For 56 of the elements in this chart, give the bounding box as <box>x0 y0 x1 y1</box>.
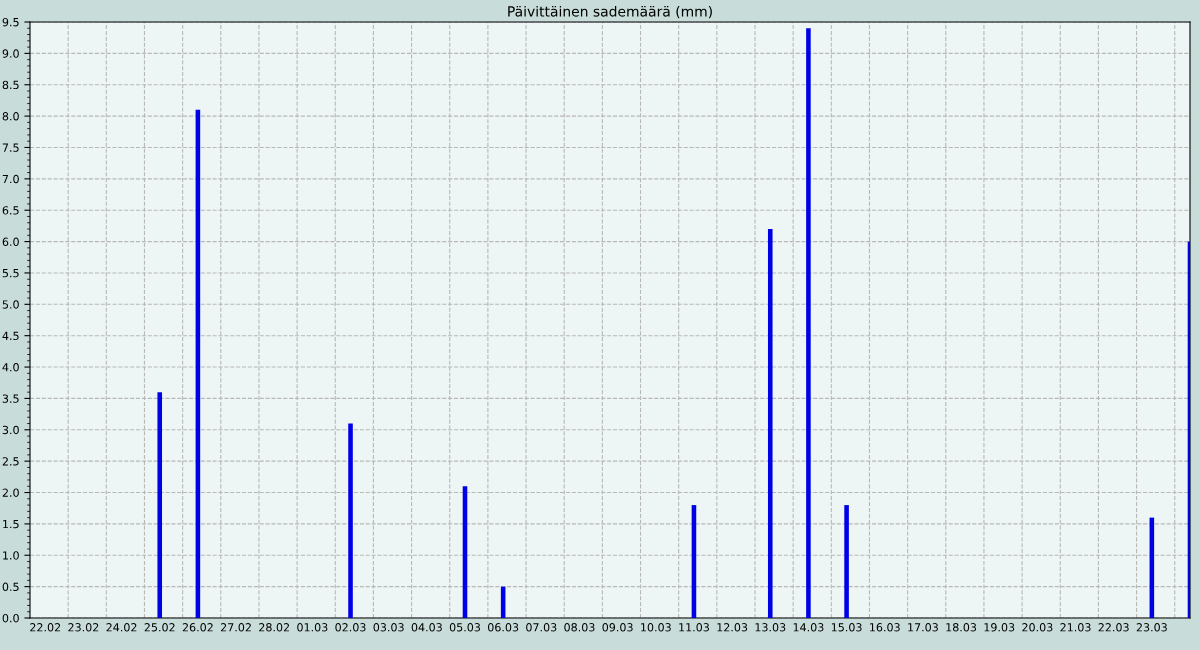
y-tick-label: 4.0 <box>2 363 19 372</box>
x-tick-label: 05.03 <box>449 623 481 632</box>
x-tick-label: 10.03 <box>641 623 671 632</box>
y-tick-label: 0.0 <box>2 613 19 623</box>
x-tick-label: 16.03 <box>870 623 900 632</box>
bar <box>806 28 811 618</box>
y-tick-label: 7.0 <box>2 174 19 184</box>
x-tick-label: 04.03 <box>411 623 442 632</box>
y-tick-label: 1.5 <box>3 520 19 529</box>
x-tick-label: 23.02 <box>68 623 99 632</box>
x-tick-label: 02.03 <box>335 623 366 632</box>
y-tick-label: 6.0 <box>2 237 19 246</box>
x-tick-label: 26.02 <box>182 623 213 632</box>
x-tick-label: 19.03 <box>984 623 1015 632</box>
x-tick-label: 22.02 <box>30 623 61 632</box>
x-tick-label: 27.02 <box>220 623 251 632</box>
x-tick-label: 06.03 <box>487 623 519 632</box>
y-tick-label: 2.0 <box>2 488 19 497</box>
x-tick-label: 03.03 <box>373 623 404 632</box>
bar <box>844 505 849 618</box>
x-tick-label: 09.03 <box>602 623 633 632</box>
x-tick-label: 11.03 <box>679 623 709 632</box>
y-tick-label: 2.5 <box>2 457 19 466</box>
y-tick-label: 5.5 <box>2 269 19 278</box>
bar <box>767 229 773 618</box>
y-tick-label: 8.0 <box>2 112 19 121</box>
y-tick-label: 9.5 <box>2 17 19 27</box>
x-tick-label: 12.03 <box>717 623 748 632</box>
x-tick-label: 25.02 <box>144 623 175 632</box>
y-tick-label: 7.5 <box>2 143 19 152</box>
y-tick-label: 8.5 <box>2 80 19 90</box>
x-tick-label: 20.03 <box>1022 623 1053 632</box>
x-tick-label: 15.03 <box>831 623 862 632</box>
x-tick-label: 23.03 <box>1136 623 1167 632</box>
bar <box>348 423 353 618</box>
x-tick-label: 17.03 <box>908 623 938 632</box>
chart-title: Päivittäinen sademäärä (mm) <box>508 5 712 19</box>
y-tick-label: 9.0 <box>2 49 19 58</box>
bar <box>157 392 163 618</box>
y-tick-label: 1.0 <box>3 551 19 560</box>
y-tick-label: 0.5 <box>2 582 19 592</box>
x-tick-label: 13.03 <box>755 623 786 632</box>
y-tick-label: 3.0 <box>2 425 19 435</box>
x-tick-label: 21.03 <box>1060 623 1091 632</box>
x-tick-label: 14.03 <box>793 623 824 632</box>
y-tick-label: 4.5 <box>2 331 19 341</box>
y-tick-label: 5.0 <box>2 300 19 309</box>
x-tick-label: 07.03 <box>526 623 557 632</box>
x-tick-label: 01.03 <box>297 623 328 632</box>
x-tick-label: 18.03 <box>946 623 977 632</box>
x-tick-label: 24.02 <box>106 623 137 632</box>
x-tick-label: 28.02 <box>259 623 289 632</box>
y-tick-label: 6.5 <box>2 206 19 215</box>
y-tick-label: 3.5 <box>2 394 19 403</box>
x-tick-label: 08.03 <box>564 623 595 632</box>
x-tick-label: 22.03 <box>1098 623 1129 632</box>
